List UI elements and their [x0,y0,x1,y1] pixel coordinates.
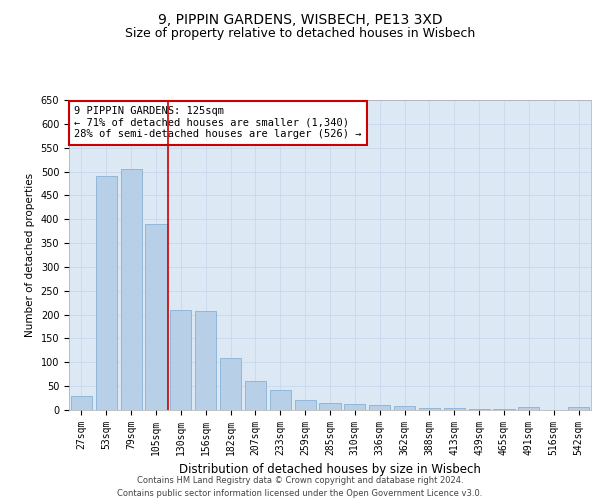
Bar [245,382,266,410]
Bar [344,404,365,410]
Bar [121,169,142,410]
Bar [145,224,167,410]
Bar [419,408,440,410]
Bar [568,406,589,410]
Bar [96,176,117,410]
Text: Size of property relative to detached houses in Wisbech: Size of property relative to detached ho… [125,28,475,40]
X-axis label: Distribution of detached houses by size in Wisbech: Distribution of detached houses by size … [179,464,481,476]
Bar [71,396,92,410]
Bar [444,408,465,410]
Text: Contains HM Land Registry data © Crown copyright and database right 2024.
Contai: Contains HM Land Registry data © Crown c… [118,476,482,498]
Text: 9, PIPPIN GARDENS, WISBECH, PE13 3XD: 9, PIPPIN GARDENS, WISBECH, PE13 3XD [158,12,442,26]
Bar [493,409,515,410]
Bar [295,400,316,410]
Bar [469,408,490,410]
Bar [518,407,539,410]
Bar [270,390,291,410]
Y-axis label: Number of detached properties: Number of detached properties [25,173,35,337]
Bar [319,403,341,410]
Bar [220,358,241,410]
Text: 9 PIPPIN GARDENS: 125sqm
← 71% of detached houses are smaller (1,340)
28% of sem: 9 PIPPIN GARDENS: 125sqm ← 71% of detach… [74,106,362,140]
Bar [369,405,390,410]
Bar [195,311,216,410]
Bar [394,406,415,410]
Bar [170,310,191,410]
